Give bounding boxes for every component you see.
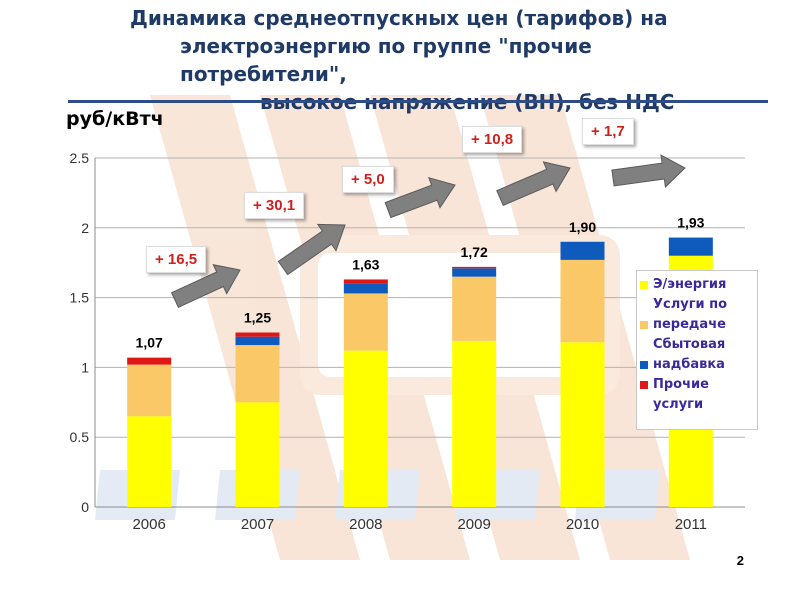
legend-swatch <box>640 361 648 369</box>
bar-total-label: 1,07 <box>136 335 163 351</box>
bar-total-label: 1,72 <box>461 244 488 260</box>
title-line-2: электроэнергию по группе "прочие потреби… <box>180 34 592 86</box>
legend-swatch <box>640 321 648 329</box>
legend-swatch <box>640 281 648 289</box>
legend-item: Услуги по передаче <box>637 295 757 335</box>
chart-legend: Э/энергия Услуги по передаче Сбытовая на… <box>636 270 758 430</box>
x-tick-label: 2009 <box>457 516 490 533</box>
y-tick-label: 2 <box>81 220 89 236</box>
bar-segment <box>235 345 280 403</box>
bar-segment <box>127 357 172 365</box>
y-tick-label: 1 <box>81 359 89 375</box>
title-line-1: Динамика среднеотпускных цен (тарифов) н… <box>130 6 668 30</box>
bar-segment <box>452 268 497 277</box>
growth-badge-2007: + 16,5 <box>146 246 207 273</box>
title-underline <box>68 100 768 103</box>
bar-segment <box>127 416 172 507</box>
y-tick-label: 0 <box>81 499 89 515</box>
growth-arrow-icon <box>496 161 571 207</box>
bar-segment <box>452 340 497 507</box>
y-tick-label: 2.5 <box>70 150 90 166</box>
legend-item: Прочие услуги <box>637 375 757 415</box>
growth-arrow-icon <box>170 264 241 308</box>
growth-arrow-icon <box>611 154 686 188</box>
bar-segment <box>668 237 713 256</box>
x-tick-label: 2011 <box>675 516 707 533</box>
growth-badge-2011: + 1,7 <box>582 118 634 145</box>
legend-swatch <box>640 381 648 389</box>
y-axis-unit-label: руб/кВтч <box>66 108 164 130</box>
bar-segment <box>127 364 172 417</box>
y-tick-label: 0.5 <box>70 429 90 445</box>
legend-item: Э/энергия <box>637 275 757 295</box>
bar-segment <box>452 266 497 269</box>
bar-segment <box>343 293 388 351</box>
bar-total-label: 1,63 <box>352 256 379 272</box>
bar-segment <box>343 350 388 507</box>
bar-total-label: 1,93 <box>677 215 704 231</box>
bar-segment <box>560 241 605 260</box>
growth-badge-2009: + 5,0 <box>342 166 394 193</box>
growth-badge-2008: + 30,1 <box>244 192 305 219</box>
legend-label: Сбытовая надбавка <box>653 337 726 372</box>
growth-badge-2010: + 10,8 <box>462 126 523 153</box>
bar-segment <box>343 279 388 284</box>
bar-segment <box>235 402 280 507</box>
bar-total-label: 1,90 <box>569 219 596 235</box>
bar-segment <box>235 332 280 337</box>
legend-label: Услуги по передаче <box>653 297 728 332</box>
bar-segment <box>560 342 605 507</box>
x-tick-label: 2008 <box>349 516 382 533</box>
x-tick-label: 2006 <box>132 516 165 533</box>
y-tick-label: 1.5 <box>70 290 90 306</box>
legend-label: Прочие услуги <box>653 377 709 412</box>
x-tick-label: 2007 <box>241 516 274 533</box>
page-number: 2 <box>736 553 744 568</box>
bar-segment <box>452 276 497 341</box>
bar-segment <box>235 336 280 346</box>
bar-total-label: 1,25 <box>244 310 271 326</box>
bar-segment <box>560 259 605 343</box>
x-tick-label: 2010 <box>566 516 599 533</box>
bar-segment <box>343 283 388 294</box>
growth-arrow-icon <box>277 223 346 276</box>
legend-label: Э/энергия <box>653 277 727 292</box>
growth-arrow-icon <box>384 176 456 219</box>
legend-item: Сбытовая надбавка <box>637 335 757 375</box>
